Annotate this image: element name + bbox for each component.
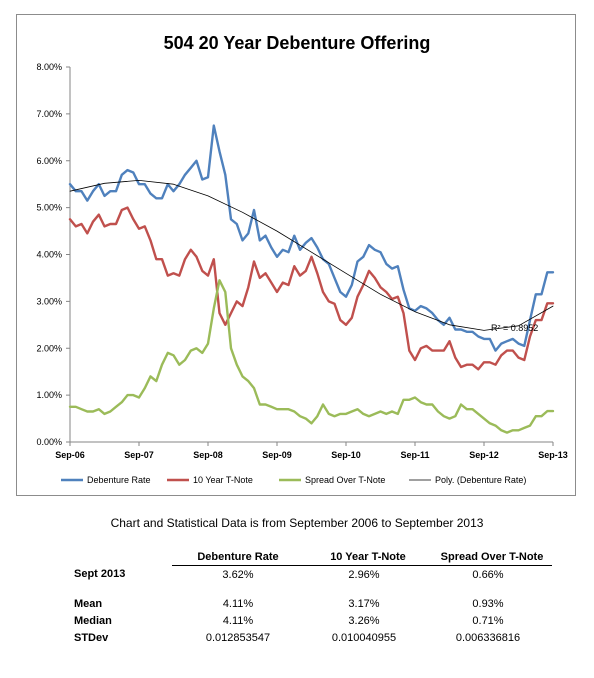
- cell-value: 0.93%: [472, 597, 504, 610]
- cell-value: 3.26%: [348, 614, 380, 627]
- trendline-series: [69, 179, 554, 331]
- row-label: Median: [74, 614, 112, 627]
- statistics-table: Debenture Rate 10 Year T-Note Spread Ove…: [74, 548, 552, 646]
- chart-title: 504 20 Year Debenture Offering: [164, 33, 431, 53]
- legend-label: Poly. (Debenture Rate): [435, 475, 526, 485]
- y-tick-label: 6.00%: [36, 156, 62, 166]
- y-tick-label: 2.00%: [36, 343, 62, 353]
- table-header-row: Debenture Rate 10 Year T-Note Spread Ove…: [74, 548, 552, 566]
- cell-value: 0.006336816: [455, 631, 521, 644]
- series-line-2: [68, 206, 555, 371]
- row-label: STDev: [74, 631, 109, 644]
- x-tick-label: Sep-10: [331, 450, 361, 460]
- y-tick-label: 7.00%: [36, 109, 62, 119]
- cell-value: 0.71%: [472, 614, 504, 627]
- table-spacer-row: [74, 583, 552, 595]
- table-row-sept-2013: Sept 2013 3.62% 2.96% 0.66%: [74, 566, 552, 584]
- y-tick-label: 1.00%: [36, 390, 62, 400]
- cell-value: 3.62%: [222, 568, 254, 581]
- legend-label: 10 Year T-Note: [193, 475, 253, 485]
- line-chart: 504 20 Year Debenture Offering 0.00% 1.00%…: [36, 33, 568, 485]
- series-line-1: [68, 124, 555, 352]
- cell-value: 4.11%: [222, 614, 254, 627]
- data-range-caption: Chart and Statistical Data is from Septe…: [110, 516, 484, 530]
- y-tick-label: 5.00%: [36, 203, 62, 213]
- cell-value: 0.66%: [472, 568, 504, 581]
- chart-frame: 504 20 Year Debenture Offering 0.00% 1.00%…: [16, 14, 576, 496]
- series-line-3: [68, 279, 555, 434]
- x-tick-label: Sep-11: [400, 450, 429, 460]
- legend-label: Spread Over T-Note: [305, 475, 385, 485]
- cell-value: 3.17%: [348, 597, 380, 610]
- y-tick-label: 0.00%: [36, 437, 62, 447]
- x-tick-label: Sep-08: [193, 450, 223, 460]
- r-squared-annotation: R² = 0.8952: [491, 323, 538, 333]
- y-tick-label: 3.00%: [36, 296, 62, 306]
- y-tick-label: 4.00%: [36, 250, 62, 260]
- table-row-median: Median 4.11% 3.26% 0.71%: [74, 612, 552, 629]
- cell-value: 4.11%: [222, 597, 254, 610]
- x-tick-label: Sep-12: [469, 450, 499, 460]
- x-tick-label: Sep-07: [124, 450, 154, 460]
- header-10-year-t-note: 10 Year T-Note: [304, 548, 424, 566]
- x-tick-label: Sep-13: [538, 450, 568, 460]
- x-tick-label: Sep-09: [262, 450, 292, 460]
- legend-label: Debenture Rate: [87, 475, 151, 485]
- cell-value: 0.010040955: [331, 631, 397, 644]
- table-row-mean: Mean 4.11% 3.17% 0.93%: [74, 595, 552, 612]
- row-label: Mean: [74, 597, 103, 610]
- row-label: Sept 2013: [74, 568, 126, 581]
- table-row-stdev: STDev 0.012853547 0.010040955 0.00633681…: [74, 629, 552, 646]
- y-tick-label: 8.00%: [36, 62, 62, 72]
- x-tick-label: Sep-06: [55, 450, 85, 460]
- header-spread-over-t-note: Spread Over T-Note: [424, 548, 552, 566]
- cell-value: 0.012853547: [205, 631, 271, 644]
- header-debenture-rate: Debenture Rate: [172, 548, 304, 566]
- cell-value: 2.96%: [348, 568, 380, 581]
